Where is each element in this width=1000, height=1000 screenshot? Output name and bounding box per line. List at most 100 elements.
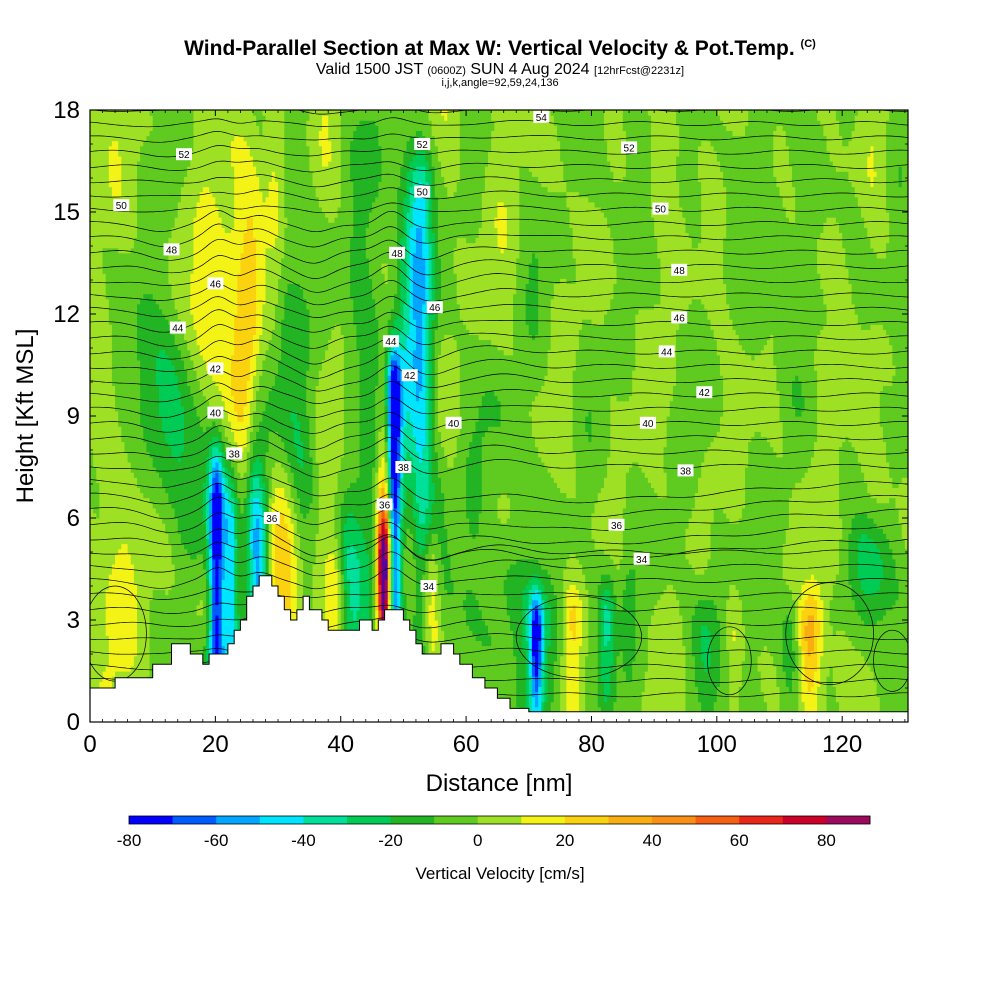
velocity-cell bbox=[716, 115, 721, 162]
velocity-cell bbox=[698, 145, 702, 182]
velocity-cell bbox=[647, 625, 652, 722]
velocity-cell bbox=[453, 339, 458, 458]
velocity-cell bbox=[268, 181, 273, 249]
velocity-cell bbox=[434, 533, 439, 565]
velocity-cell bbox=[622, 400, 627, 509]
velocity-cell bbox=[798, 110, 803, 381]
velocity-cell bbox=[362, 538, 367, 687]
contour-label: 44 bbox=[169, 321, 186, 335]
contour-label: 42 bbox=[696, 386, 713, 399]
velocity-cell bbox=[218, 441, 223, 453]
velocity-cell bbox=[431, 482, 436, 504]
velocity-cell bbox=[770, 655, 774, 722]
velocity-cell bbox=[318, 130, 323, 147]
velocity-cell bbox=[108, 186, 113, 249]
velocity-cell bbox=[741, 349, 746, 509]
velocity-cell bbox=[569, 227, 574, 284]
velocity-cell bbox=[882, 257, 887, 330]
velocity-cell bbox=[792, 650, 796, 672]
velocity-cell bbox=[124, 252, 129, 453]
velocity-cell bbox=[293, 446, 298, 488]
velocity-cell bbox=[202, 395, 207, 432]
velocity-cell bbox=[854, 196, 859, 315]
velocity-cell bbox=[857, 579, 862, 616]
velocity-cell bbox=[209, 548, 213, 585]
isentrope-line bbox=[90, 238, 908, 264]
velocity-cell bbox=[497, 349, 502, 402]
svg-text:44: 44 bbox=[661, 347, 673, 358]
velocity-cell bbox=[550, 477, 555, 585]
svg-text:46: 46 bbox=[429, 303, 441, 314]
velocity-cell bbox=[331, 110, 336, 223]
velocity-cell bbox=[274, 523, 279, 616]
velocity-cell bbox=[522, 166, 527, 560]
velocity-cell bbox=[359, 110, 364, 121]
velocity-cell bbox=[466, 589, 470, 626]
velocity-cell bbox=[647, 308, 652, 483]
velocity-cell bbox=[262, 482, 267, 514]
velocity-cell bbox=[202, 359, 207, 397]
velocity-cell bbox=[535, 691, 539, 708]
velocity-cell bbox=[632, 569, 636, 662]
velocity-cell bbox=[553, 482, 558, 596]
velocity-cell bbox=[657, 257, 662, 305]
velocity-cell bbox=[735, 135, 740, 335]
velocity-cell bbox=[403, 303, 408, 351]
velocity-cell bbox=[412, 375, 417, 437]
velocity-cell bbox=[644, 671, 649, 722]
velocity-cell bbox=[397, 334, 401, 346]
velocity-cell bbox=[155, 110, 160, 305]
velocity-cell bbox=[453, 456, 458, 722]
velocity-cell bbox=[788, 497, 793, 590]
velocity-cell bbox=[566, 558, 571, 590]
velocity-cell bbox=[168, 446, 173, 504]
velocity-cell bbox=[582, 196, 586, 320]
velocity-cell bbox=[851, 186, 856, 305]
velocity-cell bbox=[262, 201, 267, 305]
velocity-cell bbox=[820, 232, 824, 290]
velocity-cell bbox=[397, 354, 401, 366]
velocity-cell bbox=[456, 349, 461, 437]
velocity-cell bbox=[500, 492, 505, 524]
velocity-cell bbox=[437, 110, 442, 162]
velocity-cell bbox=[158, 416, 163, 478]
colorbar-tick-label: 40 bbox=[643, 831, 662, 850]
velocity-cell bbox=[513, 110, 517, 295]
velocity-cell bbox=[199, 614, 204, 667]
velocity-cell bbox=[428, 120, 433, 152]
velocity-cell bbox=[660, 497, 665, 596]
velocity-cell bbox=[155, 303, 160, 356]
velocity-cell bbox=[807, 614, 812, 657]
velocity-cell bbox=[390, 538, 395, 611]
velocity-cell bbox=[121, 441, 126, 545]
velocity-cell bbox=[569, 553, 574, 585]
velocity-cell bbox=[525, 166, 530, 284]
velocity-cell bbox=[93, 512, 97, 722]
velocity-cell bbox=[854, 314, 859, 453]
velocity-cell bbox=[726, 650, 730, 718]
velocity-cell bbox=[227, 110, 232, 233]
colorbar-swatch bbox=[695, 816, 740, 824]
velocity-cell bbox=[221, 492, 226, 580]
velocity-cell bbox=[798, 645, 803, 722]
velocity-cell bbox=[901, 110, 906, 478]
velocity-cell bbox=[140, 426, 144, 494]
velocity-cell bbox=[174, 518, 179, 722]
velocity-cell bbox=[572, 110, 577, 193]
velocity-cell bbox=[199, 426, 204, 555]
velocity-cell bbox=[231, 497, 235, 514]
velocity-cell bbox=[776, 456, 781, 687]
velocity-cell bbox=[212, 467, 216, 478]
colorbar-swatch bbox=[521, 816, 566, 824]
velocity-cell bbox=[879, 558, 884, 580]
velocity-cell bbox=[873, 681, 878, 722]
velocity-cell bbox=[588, 441, 593, 722]
svg-text:54: 54 bbox=[536, 113, 548, 124]
velocity-cell bbox=[860, 217, 865, 330]
velocity-cell bbox=[766, 110, 771, 341]
velocity-cell bbox=[820, 288, 824, 330]
velocity-cell bbox=[481, 645, 486, 703]
velocity-cell bbox=[779, 456, 784, 722]
y-tick-label: 0 bbox=[67, 709, 80, 736]
velocity-cell bbox=[525, 283, 530, 325]
